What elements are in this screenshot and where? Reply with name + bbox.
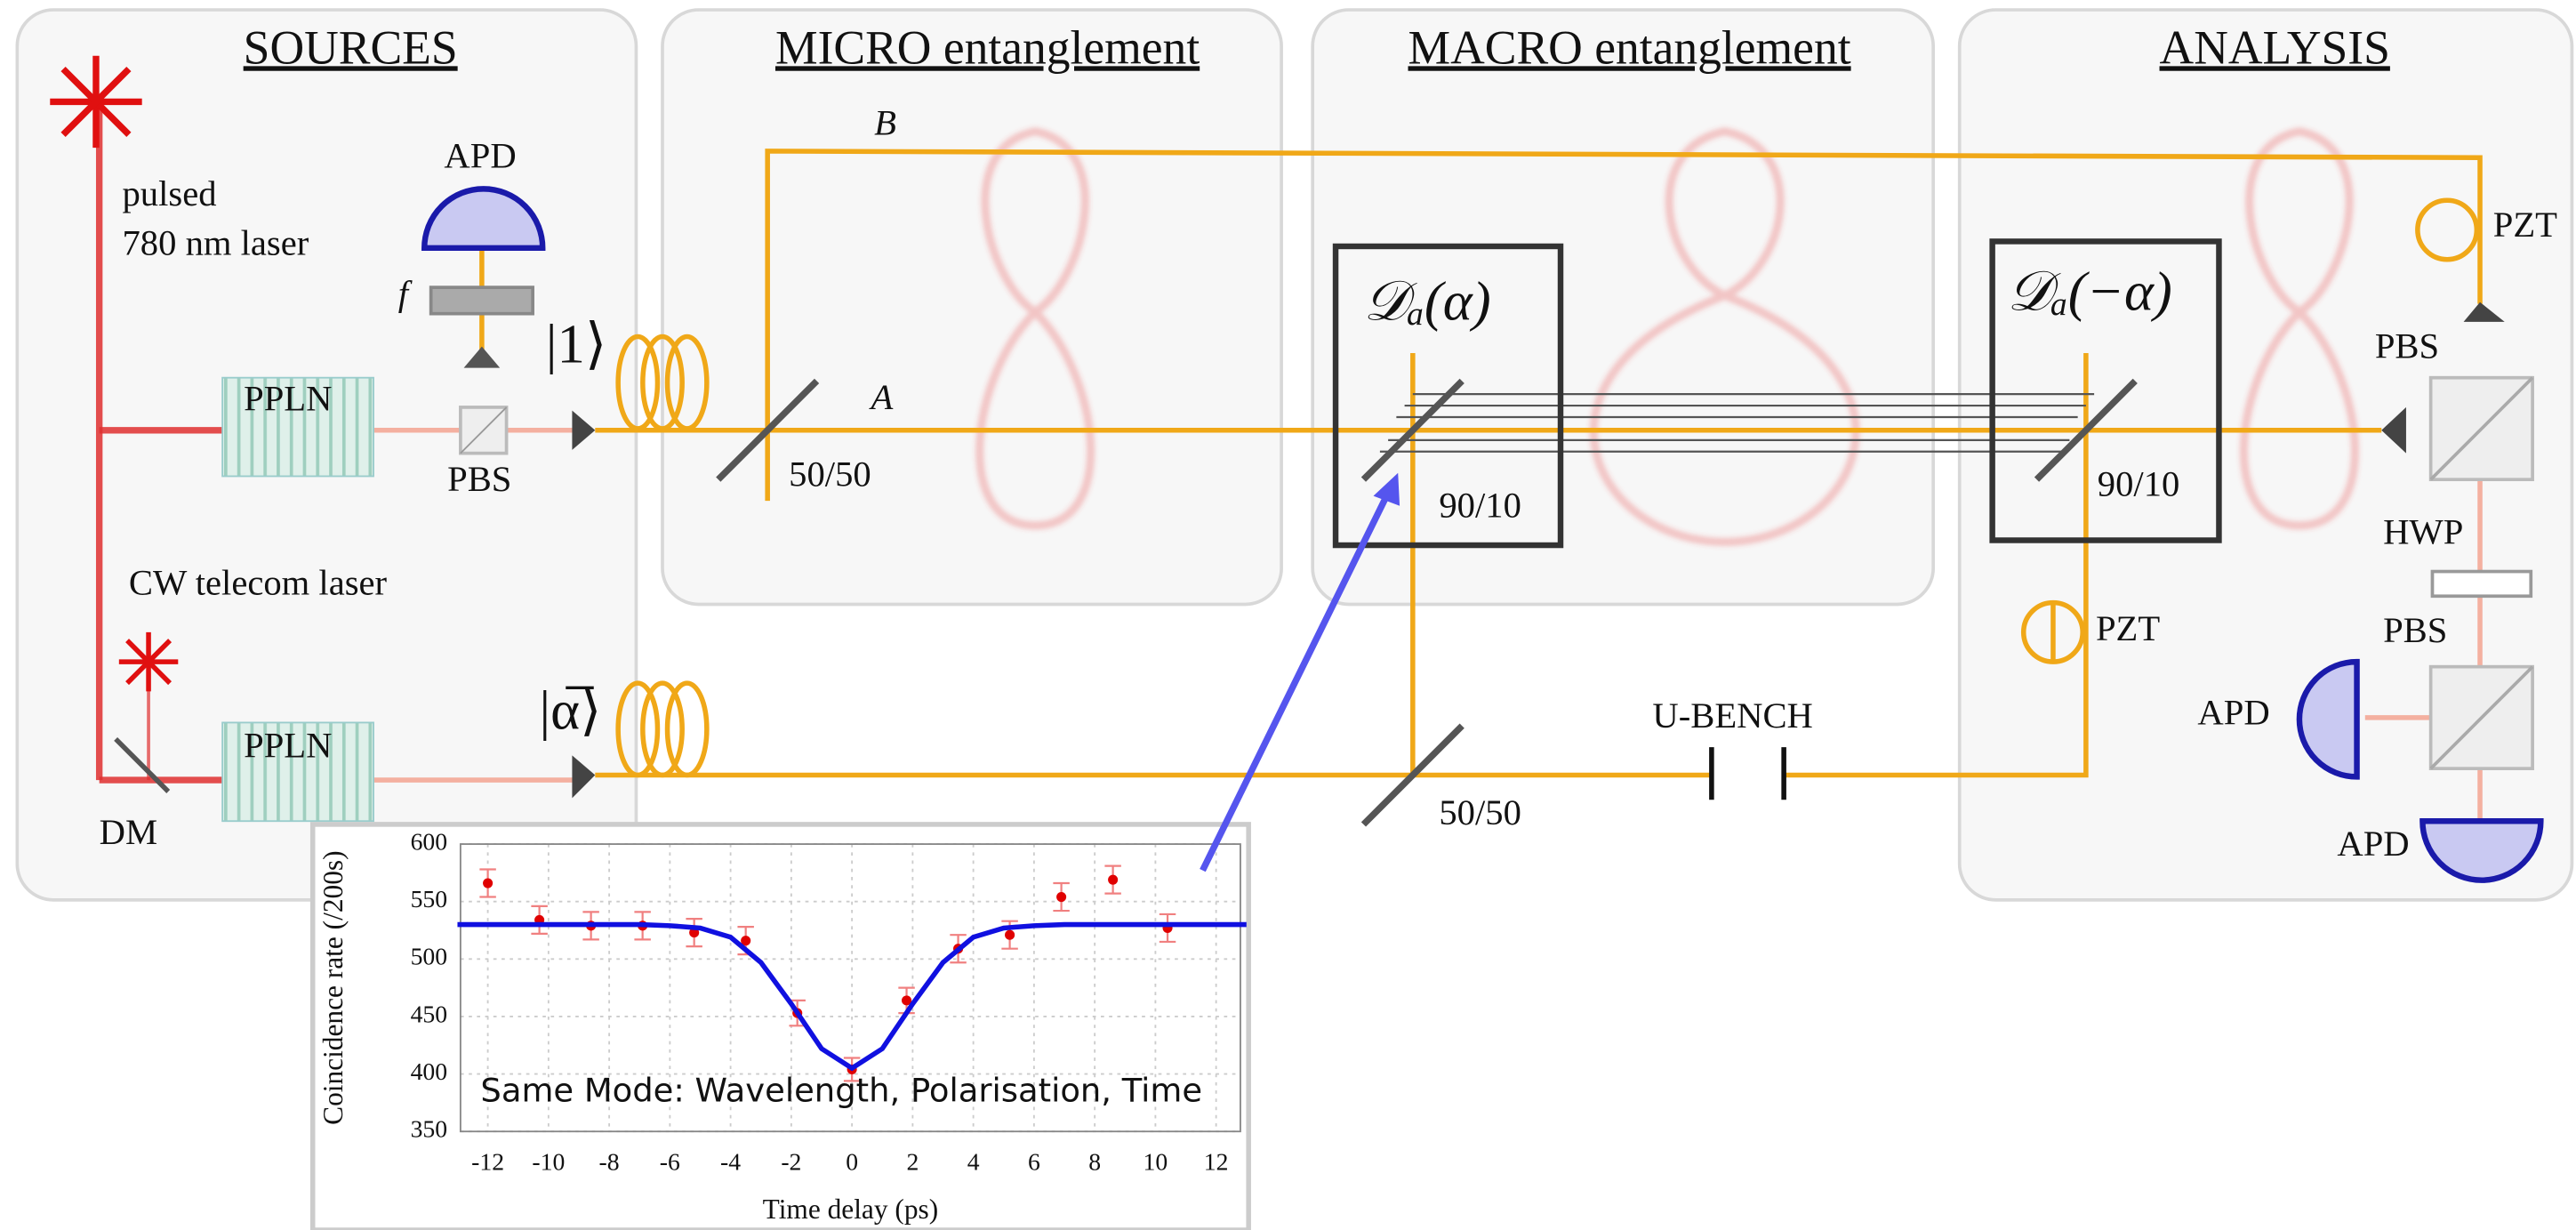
- label: |1⟩: [546, 313, 606, 375]
- x-tick-label: 8: [1088, 1148, 1101, 1176]
- y-axis-label: Coincidence rate (/200s): [317, 850, 349, 1124]
- y-tick-label: 400: [411, 1057, 448, 1085]
- label: 50/50: [1439, 792, 1521, 832]
- label: DM: [100, 812, 157, 852]
- label: PZT: [2096, 608, 2160, 648]
- label: APD: [2337, 824, 2409, 864]
- label: CW telecom laser: [129, 563, 388, 603]
- label: PPLN: [244, 379, 332, 419]
- laser-star: [119, 632, 178, 691]
- annotation: Same Mode: Wavelength, Polarisation, Tim…: [480, 1071, 1202, 1109]
- data-point: [1108, 875, 1118, 885]
- label: 90/10: [2098, 464, 2180, 504]
- setup-diagram: SOURCES MICRO entanglement MACRO entangl…: [0, 0, 2576, 1230]
- x-axis-label: Time delay (ps): [763, 1194, 939, 1225]
- x-tick-label: 4: [967, 1148, 980, 1176]
- label: PBS: [2383, 610, 2447, 650]
- laser-star: [50, 56, 141, 148]
- label: PBS: [447, 459, 511, 499]
- x-tick-label: -4: [720, 1148, 741, 1176]
- inset-chart: 350 400 450 500 550 600 -12 -10 -8 -6 -4 -2 0 2 4 6 8 10 1…: [313, 824, 1248, 1230]
- label: A: [868, 377, 893, 417]
- label: 𝒟ₐ(α): [1363, 270, 1490, 333]
- label: 90/10: [1439, 486, 1521, 526]
- panel-micro: [662, 10, 1281, 604]
- label: PPLN: [244, 725, 332, 765]
- y-tick-label: 450: [411, 1000, 448, 1027]
- y-tick-label: 350: [411, 1115, 448, 1143]
- x-tick-label: 12: [1204, 1148, 1229, 1176]
- x-tick-label: 6: [1028, 1148, 1040, 1176]
- data-point: [1005, 930, 1015, 940]
- label: pulsed: [123, 173, 217, 213]
- label: 50/50: [789, 454, 871, 494]
- x-tick-label: -10: [532, 1148, 565, 1176]
- x-tick-label: -2: [781, 1148, 801, 1176]
- label: U-BENCH: [1652, 695, 1812, 736]
- section-title: ANALYSIS: [2160, 20, 2390, 74]
- data-point: [1056, 892, 1066, 902]
- x-tick-label: 0: [846, 1148, 858, 1176]
- panels: [17, 10, 2572, 900]
- label: APD: [444, 135, 516, 175]
- label: |α̅⟩: [540, 679, 602, 741]
- label: APD: [2197, 692, 2269, 732]
- label: B: [874, 103, 896, 143]
- section-title: SOURCES: [244, 20, 458, 74]
- x-tick-label: -12: [471, 1148, 504, 1176]
- hwp: [2432, 572, 2531, 597]
- label: PZT: [2493, 205, 2557, 245]
- label: 780 nm laser: [123, 222, 309, 262]
- y-tick-label: 550: [411, 885, 448, 912]
- filter: [431, 287, 533, 314]
- x-tick-label: 10: [1144, 1148, 1168, 1176]
- x-tick-label: -8: [599, 1148, 620, 1176]
- label: HWP: [2383, 511, 2463, 551]
- label: 𝒟ₐ(−α): [2007, 261, 2172, 323]
- section-title: MACRO entanglement: [1408, 20, 1851, 74]
- x-tick-label: -6: [660, 1148, 680, 1176]
- x-tick-label: 2: [906, 1148, 919, 1176]
- data-point: [483, 878, 493, 888]
- y-tick-label: 600: [411, 827, 448, 855]
- section-title: MICRO entanglement: [775, 20, 1200, 74]
- y-tick-label: 500: [411, 943, 448, 970]
- label: PBS: [2375, 326, 2439, 366]
